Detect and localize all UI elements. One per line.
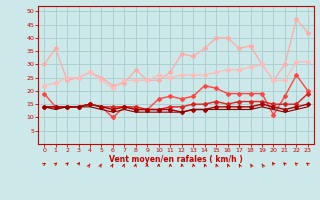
X-axis label: Vent moyen/en rafales ( km/h ): Vent moyen/en rafales ( km/h ) [109,155,243,164]
